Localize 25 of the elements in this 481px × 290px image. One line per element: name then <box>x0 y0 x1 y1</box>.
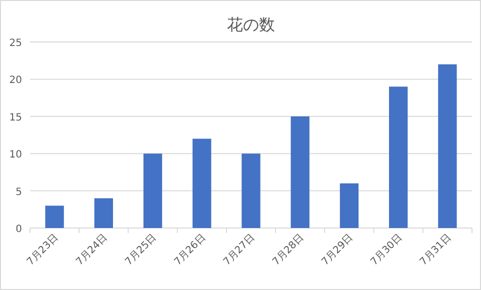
x-tick-label: 7月23日 <box>25 232 61 268</box>
x-tick-label: 7月28日 <box>270 232 306 268</box>
y-tick-label: 15 <box>9 112 22 124</box>
bar <box>242 154 260 228</box>
x-tick-label: 7月27日 <box>222 232 258 268</box>
x-tick-label: 7月26日 <box>172 232 208 268</box>
chart-title: 花の数 <box>227 15 275 34</box>
x-tick-label: 7月31日 <box>418 232 454 268</box>
bar <box>94 198 113 228</box>
x-tick-label: 7月24日 <box>74 232 110 268</box>
y-tick-label: 0 <box>16 224 22 235</box>
bar <box>389 86 408 228</box>
bar <box>192 138 212 228</box>
bar <box>438 64 457 228</box>
x-tick-label: 7月30日 <box>369 232 404 268</box>
y-tick-label: 25 <box>9 38 22 49</box>
y-tick-label: 10 <box>9 150 22 161</box>
bar <box>340 183 359 228</box>
bar <box>45 206 64 228</box>
y-tick-label: 5 <box>16 186 22 198</box>
x-tick-label: 7月29日 <box>320 232 356 268</box>
bar <box>143 154 162 228</box>
bar <box>290 116 310 228</box>
y-tick-label: 20 <box>9 75 22 86</box>
x-tick-label: 7月25日 <box>123 232 159 268</box>
